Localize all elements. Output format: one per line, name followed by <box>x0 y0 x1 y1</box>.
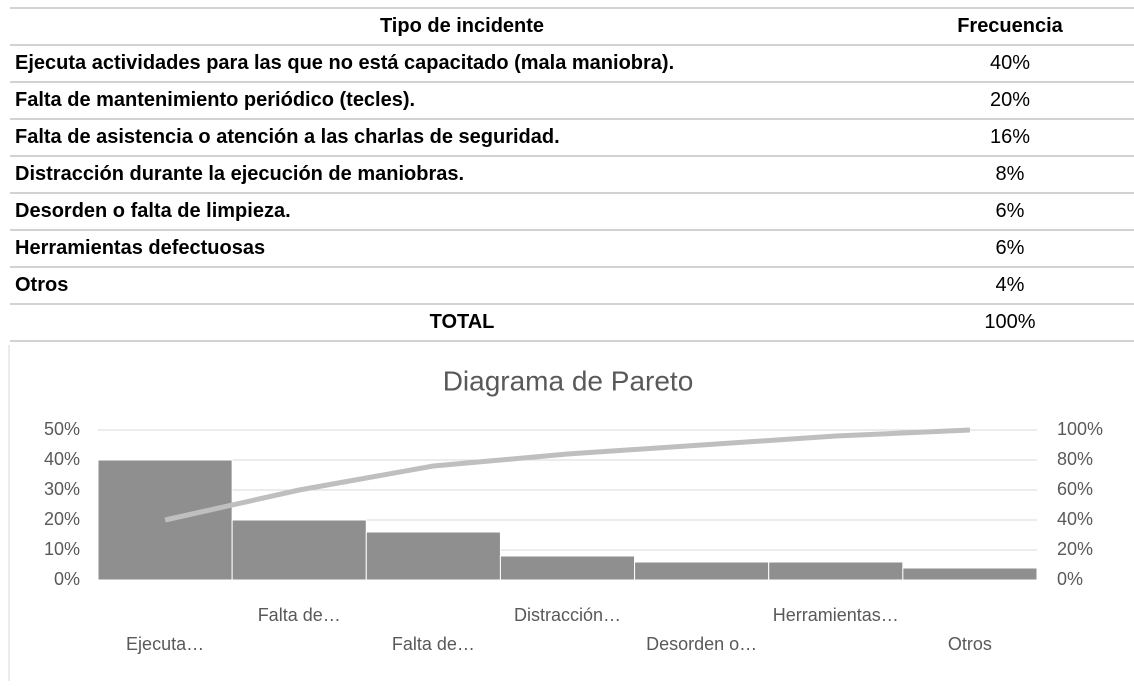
x-tick-label: Falta de… <box>258 605 341 625</box>
x-tick-label: Otros <box>948 634 992 654</box>
bar <box>365 531 501 581</box>
bar <box>634 561 770 581</box>
y2-tick-label: 0% <box>1057 569 1083 589</box>
y-tick-label: 20% <box>44 509 80 529</box>
cell: 40% <box>990 52 1030 74</box>
cumulative-line <box>164 427 971 523</box>
y2-tick-label: 100% <box>1057 419 1103 439</box>
y-tick-label: 40% <box>44 449 80 469</box>
bar <box>902 567 1038 581</box>
chart: 0% 10% 20% 30% 40% 50% 0% 20% 40% 60% 80% 100% Ejecu… <box>44 419 1103 654</box>
cell: 4% <box>996 274 1025 296</box>
y-tick-label: 0% <box>54 569 80 589</box>
cell: Falta de mantenimiento periódico (tecles… <box>15 89 415 111</box>
cell: Ejecuta actividades para las que no está… <box>15 52 674 74</box>
cell: TOTAL <box>430 311 495 333</box>
x-tick-label: Falta de… <box>392 634 475 654</box>
y2-tick-label: 40% <box>1057 509 1093 529</box>
cell: 20% <box>990 89 1030 111</box>
cell: Distracción durante la ejecución de mani… <box>15 163 464 185</box>
x-tick-label: Distracción… <box>514 605 621 625</box>
cell: Herramientas defectuosas <box>15 237 265 259</box>
chart-title: Diagrama de Pareto <box>443 365 694 396</box>
y2-tick-label: 80% <box>1057 449 1093 469</box>
cell: 100% <box>984 311 1035 333</box>
y-tick-label: 50% <box>44 419 80 439</box>
cell: Falta de asistencia o atención a las cha… <box>15 126 560 148</box>
cell: 6% <box>996 200 1025 222</box>
y-tick-label: 30% <box>44 479 80 499</box>
cell: 16% <box>990 126 1030 148</box>
cell: Tipo de incidente <box>380 15 544 37</box>
x-tick-label: Herramientas… <box>773 605 899 625</box>
x-tick-label: Desorden o… <box>646 634 757 654</box>
bar <box>499 555 636 581</box>
cell: Frecuencia <box>957 15 1063 37</box>
cell: 6% <box>996 237 1025 259</box>
y-tick-label: 10% <box>44 539 80 559</box>
y2-tick-label: 20% <box>1057 539 1093 559</box>
bar <box>768 561 904 581</box>
y2-tick-label: 60% <box>1057 479 1093 499</box>
bar <box>231 519 367 581</box>
cell: Otros <box>15 274 68 296</box>
x-tick-label: Ejecuta… <box>126 634 204 654</box>
cell: 8% <box>996 163 1025 185</box>
cell: Desorden o falta de limpieza. <box>15 200 291 222</box>
table: Tipo de incidente Frecuencia Ejecuta activ… <box>10 7 1134 342</box>
